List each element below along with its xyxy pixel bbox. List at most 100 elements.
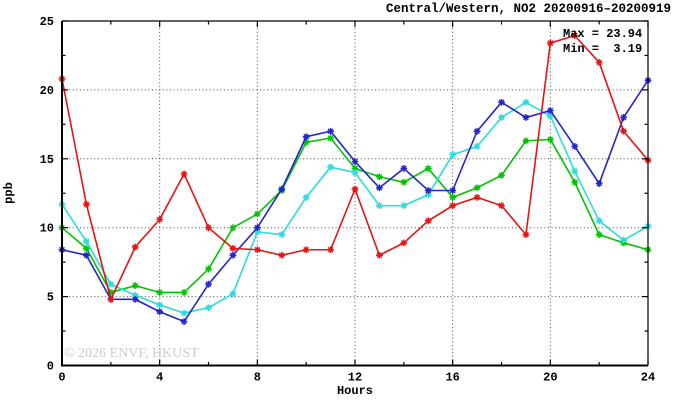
data-point-marker-blue <box>229 251 237 259</box>
data-point-marker-green <box>595 231 603 238</box>
x-tick-label: 8 <box>254 371 261 385</box>
data-point-marker-cyan <box>131 291 139 299</box>
data-point-marker-red <box>473 193 481 201</box>
y-tick-label: 0 <box>47 360 54 374</box>
data-point-marker-blue <box>498 98 505 106</box>
data-point-marker-cyan <box>449 151 457 159</box>
data-point-marker-blue <box>522 114 530 121</box>
data-point-marker-blue <box>376 184 383 192</box>
data-point-marker-blue <box>278 185 286 193</box>
data-point-marker-green <box>83 244 90 252</box>
data-point-marker-green <box>473 184 481 192</box>
x-tick-label: 16 <box>445 371 459 385</box>
data-point-marker-green <box>131 282 139 289</box>
y-tick-label: 10 <box>40 222 54 236</box>
data-point-marker-red <box>498 202 505 210</box>
data-point-marker-green <box>522 137 530 145</box>
data-point-marker-cyan <box>229 290 237 298</box>
min-annotation: Min = 3.19 <box>563 42 642 56</box>
data-point-marker-cyan <box>400 202 408 210</box>
max-annotation: Max = 23.94 <box>563 27 642 41</box>
data-point-marker-red <box>620 127 627 135</box>
chart-title: Central/Western, NO2 20200916–20200919 <box>386 2 671 16</box>
data-point-marker-cyan <box>302 193 310 201</box>
y-tick-label: 5 <box>47 291 54 305</box>
data-point-marker-blue <box>400 165 408 172</box>
data-point-marker-red <box>546 39 554 47</box>
x-tick-label: 12 <box>348 371 362 385</box>
data-point-marker-red <box>180 170 188 178</box>
data-point-marker-blue <box>302 133 310 141</box>
plot-frame <box>61 20 649 367</box>
x-tick-label: 4 <box>156 371 163 385</box>
data-point-marker-cyan <box>522 98 530 106</box>
data-point-marker-red <box>351 185 359 193</box>
y-axis-label: ppb <box>2 182 16 204</box>
grid-lines <box>62 21 648 366</box>
watermark: © 2026 ENVF, HKUST <box>64 346 199 361</box>
data-point-marker-red <box>205 224 212 232</box>
data-point-marker-green <box>327 134 334 142</box>
data-point-marker-cyan <box>546 112 554 120</box>
data-point-marker-cyan <box>620 236 627 244</box>
data-point-marker-cyan <box>156 301 164 309</box>
data-point-marker-blue <box>473 127 481 135</box>
data-point-marker-cyan <box>83 238 90 245</box>
data-point-marker-cyan <box>376 202 383 210</box>
data-point-marker-green <box>156 289 164 296</box>
data-point-marker-red <box>107 295 115 303</box>
data-point-marker-red <box>302 246 310 254</box>
data-point-marker-red <box>595 58 603 66</box>
data-point-marker-blue <box>253 224 261 232</box>
data-point-marker-red <box>376 251 383 259</box>
data-point-marker-cyan <box>571 167 579 175</box>
series-line-cyan <box>61 101 649 314</box>
data-point-marker-red <box>327 246 334 254</box>
data-point-marker-red <box>278 251 286 259</box>
data-point-marker-blue <box>156 308 164 316</box>
data-point-marker-green <box>498 171 505 179</box>
data-point-marker-green <box>229 224 237 232</box>
data-point-marker-cyan <box>424 191 432 199</box>
data-point-marker-red <box>83 200 90 208</box>
data-point-marker-cyan <box>107 280 115 288</box>
data-point-marker-green <box>253 210 261 218</box>
data-point-marker-blue <box>351 158 359 165</box>
data-point-marker-blue <box>571 142 579 150</box>
x-tick-label: 0 <box>58 371 65 385</box>
axis-spines-left-bottom <box>61 21 648 367</box>
data-point-marker-green <box>546 136 554 143</box>
data-point-marker-red <box>449 202 457 210</box>
tick-labels: 0 4 8 12 16 20 24 0 5 10 15 20 25 <box>40 15 656 385</box>
data-point-marker-red <box>131 243 139 251</box>
data-point-marker-blue <box>595 180 603 188</box>
x-tick-label: 20 <box>543 371 557 385</box>
data-point-marker-red <box>522 231 530 238</box>
data-point-marker-cyan <box>351 169 359 176</box>
data-point-marker-green <box>351 165 359 172</box>
data-point-marker-blue <box>205 280 212 288</box>
data-point-marker-blue <box>180 318 188 325</box>
data-point-marker-blue <box>327 127 334 135</box>
data-point-marker-cyan <box>498 114 505 121</box>
data-point-marker-cyan <box>205 304 212 312</box>
data-point-marker-red <box>400 239 408 247</box>
data-point-marker-green <box>180 289 188 296</box>
data-point-marker-green <box>424 165 432 172</box>
data-point-marker-green <box>571 178 579 186</box>
series-green <box>58 134 652 296</box>
data-point-marker-red <box>253 246 261 254</box>
data-point-marker-green <box>302 138 310 146</box>
data-point-marker-green <box>205 265 212 273</box>
data-point-marker-blue <box>83 251 90 259</box>
y-tick-label: 15 <box>40 153 54 167</box>
data-point-marker-blue <box>620 114 627 121</box>
data-point-marker-green <box>449 193 457 201</box>
data-point-marker-cyan <box>473 142 481 150</box>
y-tick-label: 25 <box>40 15 54 29</box>
data-point-marker-red <box>156 216 164 223</box>
data-point-marker-cyan <box>595 217 603 225</box>
data-point-marker-blue <box>546 107 554 114</box>
y-tick-label: 20 <box>40 84 54 98</box>
